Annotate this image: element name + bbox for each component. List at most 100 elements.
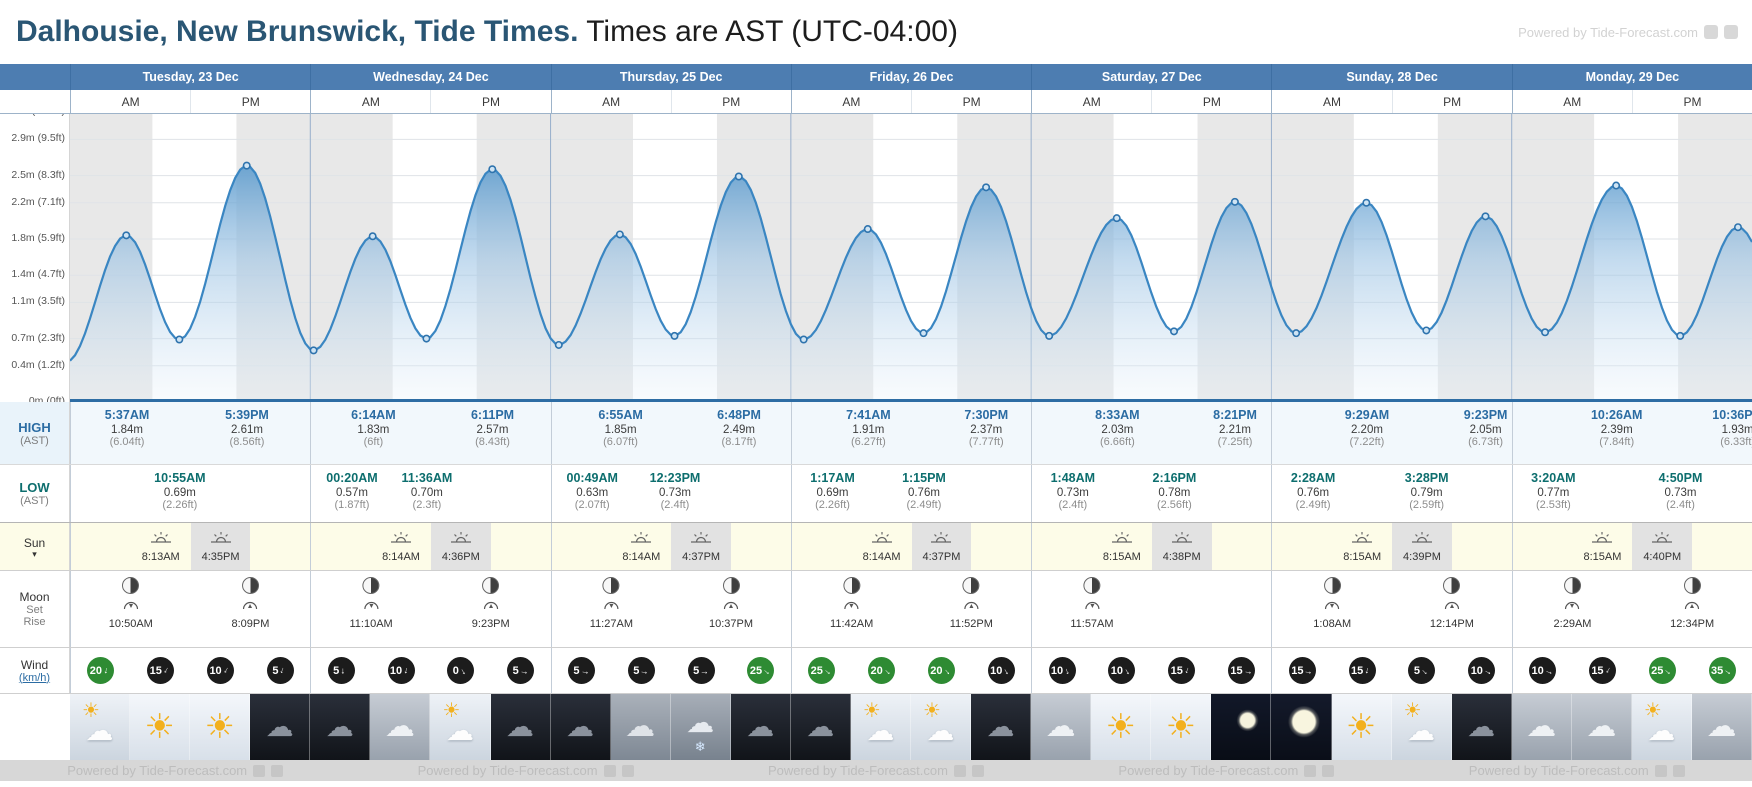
pm-label: PM xyxy=(190,90,310,113)
wind-slot: 10 → xyxy=(371,648,431,693)
low-height-m: 0.70m xyxy=(410,487,443,499)
play-store-badge-icon[interactable] xyxy=(1724,25,1738,39)
app-store-badge-icon[interactable] xyxy=(1304,764,1317,777)
high-height-m: 1.93m xyxy=(1721,424,1752,436)
app-store-badge-icon[interactable] xyxy=(253,764,266,777)
wind-cell-day-5: 15 → 15 → 5 → 10 → xyxy=(1271,648,1511,693)
low-tide-entry: 00:49AM 0.63m (2.07ft) xyxy=(567,471,618,511)
ampm-day-1: AM PM xyxy=(310,90,550,113)
high-height-ft: (7.84ft) xyxy=(1599,436,1635,448)
moon-cell-day-1: 11:10AM 9:23PM xyxy=(310,571,550,647)
moon-rise-icon xyxy=(1444,597,1460,615)
footer-powered-by-link[interactable]: Powered by Tide-Forecast.com xyxy=(1469,763,1685,778)
play-store-badge-icon[interactable] xyxy=(271,764,284,777)
sunset-icon xyxy=(1411,531,1433,549)
wind-speed-badge: 20 → xyxy=(87,657,115,684)
pm-label: PM xyxy=(430,90,550,113)
wind-speed-value: 10 xyxy=(1110,664,1123,677)
low-tz-label: (AST) xyxy=(20,495,49,507)
sun-cell-day-0: 8:13AM 4:35PM xyxy=(70,523,310,570)
low-height-ft: (2.4ft) xyxy=(660,499,690,511)
play-store-badge-icon[interactable] xyxy=(1322,764,1335,777)
high-height-ft: (6.73ft) xyxy=(1468,436,1503,448)
sun-cloud-icon xyxy=(86,713,114,741)
sunset-cell: 4:36PM xyxy=(430,523,491,570)
wind-slot: 25 → xyxy=(1632,648,1692,693)
low-time: 11:36AM xyxy=(401,471,453,485)
app-store-badge-icon[interactable] xyxy=(1704,25,1718,39)
moon-set-entry: 11:27AM xyxy=(590,577,633,630)
ampm-day-0: AM PM xyxy=(70,90,310,113)
low-height-ft: (1.87ft) xyxy=(334,499,370,511)
sunrise-icon xyxy=(390,531,412,549)
sunrise-time: 8:15AM xyxy=(1583,550,1622,563)
wind-direction-icon: → xyxy=(1182,664,1195,677)
sunrise-cell: 8:14AM xyxy=(611,523,671,570)
wind-speed-value: 10 xyxy=(389,664,403,677)
sun-empty-cell xyxy=(250,523,310,570)
wind-speed-value: 5 xyxy=(693,664,700,677)
play-store-badge-icon[interactable] xyxy=(621,764,634,777)
footer-powered-by-link[interactable]: Powered by Tide-Forecast.com xyxy=(67,763,284,778)
footer-powered-by-link[interactable]: Powered by Tide-Forecast.com xyxy=(418,763,634,778)
weather-tile-night-cloud xyxy=(550,694,611,760)
moon-rise-entry: 11:52PM xyxy=(950,577,993,630)
high-tide-entry: 6:55AM 1.85m (6.07ft) xyxy=(598,408,642,448)
high-height-ft: (6.07ft) xyxy=(603,436,638,448)
moon-set-icon xyxy=(844,597,860,615)
sun-row: Sun ▾ 8:13AM 4:35PM 8:14AM 4:36PM 8:14AM 4:37… xyxy=(0,523,1752,571)
moon-rise-icon xyxy=(723,597,739,615)
app-store-badge-icon[interactable] xyxy=(1654,764,1667,777)
sunny-icon xyxy=(144,710,174,744)
wind-direction-icon: → xyxy=(639,664,651,677)
low-cell-day-6: 3:20AM 0.77m (2.53ft) 4:50PM 0.73m (2.4ft) xyxy=(1511,465,1752,522)
app-store-badge-icon[interactable] xyxy=(603,764,616,777)
day-header-6: Monday, 29 Dec xyxy=(1511,64,1752,90)
low-time: 3:28PM xyxy=(1404,471,1449,485)
high-height-m: 2.39m xyxy=(1600,424,1633,436)
low-tide-entry: 11:36AM 0.70m (2.3ft) xyxy=(402,471,453,511)
weather-tile-snow xyxy=(670,694,731,760)
wind-direction-icon: → xyxy=(277,664,291,677)
high-time: 6:55AM xyxy=(598,408,643,422)
high-time: 9:23PM xyxy=(1463,408,1508,422)
high-height-ft: (6.33ft) xyxy=(1720,436,1752,448)
moon-set-icon xyxy=(1565,597,1581,615)
wind-speed-value: 5 xyxy=(512,664,519,677)
app-store-badge-icon[interactable] xyxy=(953,764,966,777)
wind-direction-icon: → xyxy=(457,664,471,677)
sun-empty-cell xyxy=(1032,523,1092,570)
footer-powered-by-link[interactable]: Powered by Tide-Forecast.com xyxy=(1118,763,1335,778)
play-store-badge-icon[interactable] xyxy=(1672,764,1685,777)
footer-powered-by-link[interactable]: Powered by Tide-Forecast.com xyxy=(768,763,984,778)
wind-direction-icon: → xyxy=(518,664,530,677)
sunset-cell: 4:37PM xyxy=(911,523,972,570)
high-tide-entry: 6:14AM 1.83m (6ft) xyxy=(351,408,395,448)
wind-direction-icon: → xyxy=(1363,665,1375,676)
low-tide-marker xyxy=(1170,327,1179,336)
wind-speed-badge: 5 → xyxy=(266,657,294,684)
high-time: 6:11PM xyxy=(470,408,515,422)
sunrise-cell: 8:15AM xyxy=(1332,523,1392,570)
weather-tile-night-cloud xyxy=(310,694,371,760)
play-store-badge-icon[interactable] xyxy=(971,764,984,777)
low-height-m: 0.73m xyxy=(1056,487,1089,499)
chevron-down-icon[interactable]: ▾ xyxy=(32,548,37,559)
sunset-icon xyxy=(930,531,952,549)
wind-speed-value: 15 xyxy=(1291,664,1304,677)
high-height-ft: (8.56ft) xyxy=(229,436,265,448)
wind-direction-icon: → xyxy=(760,663,775,678)
day-header-3: Friday, 26 Dec xyxy=(790,64,1032,90)
wind-speed-value: 5 xyxy=(573,664,580,677)
sun-cell-day-4: 8:15AM 4:38PM xyxy=(1031,523,1271,570)
low-tide-marker xyxy=(670,331,679,340)
sun-empty-cell xyxy=(1452,523,1512,570)
wind-unit-link[interactable]: (km/h) xyxy=(18,671,51,684)
wind-speed-badge: 10 → xyxy=(1529,657,1557,684)
y-axis-label: 3.2m (10.6ft) xyxy=(5,114,65,119)
footer-wrap: Powered by Tide-Forecast.com Powered by T… xyxy=(0,760,1752,787)
low-time: 3:20AM xyxy=(1531,471,1576,485)
wind-speed-value: 15 xyxy=(1351,664,1364,677)
wind-slot: 5 → xyxy=(611,648,671,693)
